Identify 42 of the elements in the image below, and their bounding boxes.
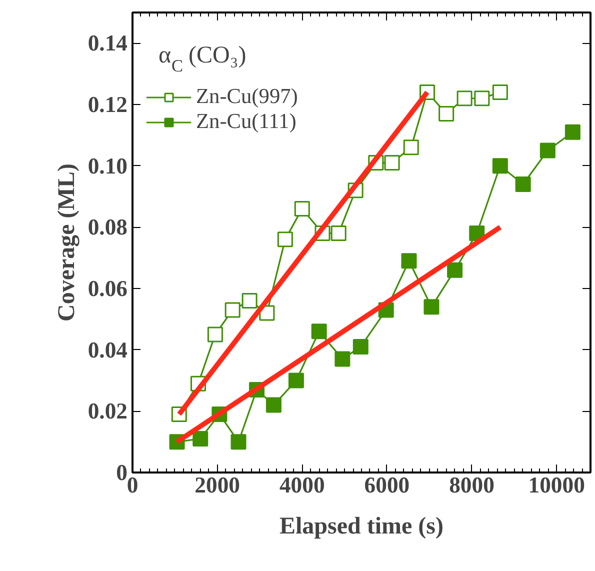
x-axis-title: Elapsed time (s) — [280, 514, 444, 540]
point — [515, 176, 531, 192]
point — [352, 339, 368, 355]
point — [384, 155, 400, 171]
point — [230, 434, 246, 450]
legend-label: Zn-Cu(111) — [196, 109, 296, 134]
point — [311, 324, 327, 340]
x-tick-label: 8000 — [449, 472, 494, 498]
x-tick-label: 6000 — [364, 472, 410, 498]
point — [456, 90, 472, 106]
point — [334, 351, 350, 367]
point — [447, 262, 463, 278]
y-tick-label: 0.08 — [88, 214, 128, 240]
point — [224, 302, 240, 318]
y-axis-title: Coverage (ML) — [54, 164, 80, 322]
point — [288, 372, 304, 388]
point — [207, 326, 223, 342]
y-tick-label: 0.12 — [88, 92, 128, 117]
y-tick-label: 0.14 — [88, 30, 128, 56]
x-tick-label: 10000 — [528, 472, 585, 498]
point — [424, 299, 440, 315]
point — [294, 201, 310, 217]
y-tick-label: 0.04 — [88, 337, 128, 362]
y-tick-label: 0.02 — [88, 398, 128, 424]
y-tick-label: 0.10 — [88, 153, 128, 178]
point — [492, 158, 508, 174]
x-tick-label: 4000 — [279, 472, 325, 498]
point — [564, 124, 580, 140]
point — [242, 293, 258, 309]
point — [401, 253, 417, 269]
point — [266, 397, 282, 413]
point — [403, 140, 419, 156]
legend-label: Zn-Cu(997) — [196, 84, 298, 109]
point — [192, 431, 208, 447]
point — [330, 226, 346, 242]
x-tick-label: 2000 — [194, 472, 240, 498]
point — [540, 142, 556, 158]
y-tick-label: 0.06 — [88, 276, 128, 301]
point — [277, 232, 293, 248]
point — [438, 106, 454, 122]
point — [492, 84, 508, 100]
point — [474, 90, 490, 106]
